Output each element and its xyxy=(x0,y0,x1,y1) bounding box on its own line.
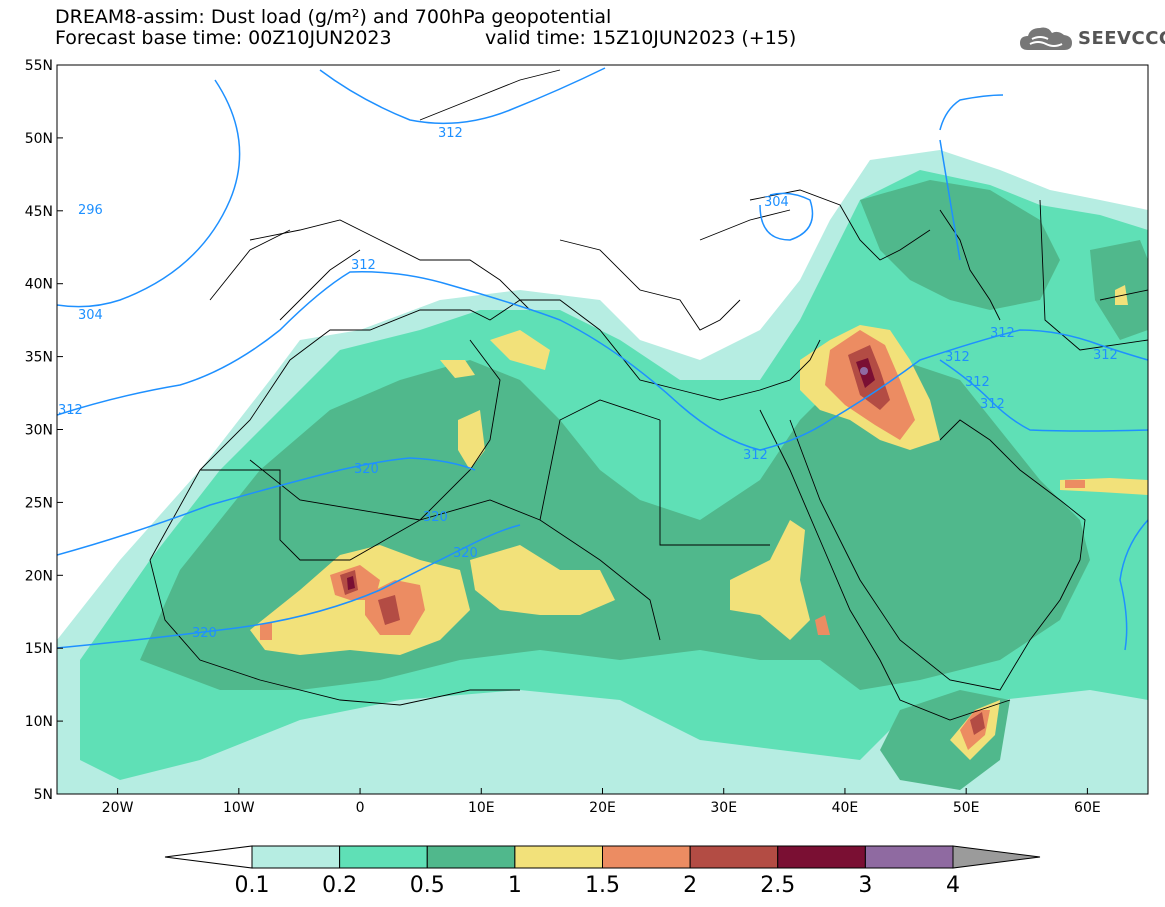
logo-text: SEEVCCC xyxy=(1078,28,1165,49)
lat-tick-label: 45N xyxy=(25,204,53,220)
lat-tick-label: 15N xyxy=(25,641,53,657)
lat-tick-label: 55N xyxy=(25,58,53,74)
cloud-icon xyxy=(1020,27,1072,50)
contour-label: 312 xyxy=(1093,348,1118,363)
dust-map: 312 296 304 312 304 312 320 320 320 320 … xyxy=(25,58,1149,816)
colorbar-swatch xyxy=(426,845,516,869)
contour-label: 320 xyxy=(192,626,217,641)
lon-tick-label: 50E xyxy=(953,800,980,816)
lat-tick-label: 50N xyxy=(25,131,53,147)
contour-labels: 312 296 304 312 304 312 320 320 320 320 … xyxy=(58,126,1118,641)
contour-label: 304 xyxy=(764,195,789,210)
lon-tick-label: 20W xyxy=(102,800,134,816)
contour-label: 296 xyxy=(78,203,103,218)
lat-tick-label: 35N xyxy=(25,350,53,366)
lon-tick-label: 10E xyxy=(468,800,495,816)
colorbar-swatch xyxy=(689,845,779,869)
lat-tick-label: 40N xyxy=(25,277,53,293)
colorbar-swatch xyxy=(514,845,603,869)
colorbar-level-label: 0.1 xyxy=(234,873,270,898)
colorbar-swatch xyxy=(777,845,866,869)
colorbar-level-label: 1.5 xyxy=(585,873,620,898)
contour-label: 312 xyxy=(980,397,1005,412)
colorbar-level-label: 1 xyxy=(507,873,522,898)
contour-label: 312 xyxy=(743,448,768,463)
colorbar-level-label: 0.2 xyxy=(322,873,358,898)
map-subtitle: Forecast base time: 00Z10JUN2023 valid ti… xyxy=(55,27,796,49)
colorbar-swatch xyxy=(602,845,691,869)
lon-tick-label: 30E xyxy=(710,800,737,816)
lon-tick-label: 20E xyxy=(589,800,616,816)
lon-tick-label: 10W xyxy=(223,800,255,816)
base-time: Forecast base time: 00Z10JUN2023 xyxy=(55,27,392,49)
lon-tick-label: 60E xyxy=(1074,800,1101,816)
colorbar-low-arrow xyxy=(164,845,253,869)
colorbar-swatch xyxy=(864,845,954,869)
contour-label: 312 xyxy=(965,375,990,390)
lon-tick-label: 40E xyxy=(832,800,859,816)
contour-label: 312 xyxy=(351,258,376,273)
colorbar-swatch xyxy=(251,845,341,869)
colorbar-level-label: 2 xyxy=(683,873,698,898)
valid-time: valid time: 15Z10JUN2023 (+15) xyxy=(485,27,797,49)
colorbar-level-label: 0.5 xyxy=(409,873,445,898)
contour-label: 312 xyxy=(990,326,1015,341)
coastlines xyxy=(149,69,1148,721)
contour-label: 312 xyxy=(58,403,83,418)
colorbar-high-arrow xyxy=(952,845,1041,869)
lat-tick-label: 10N xyxy=(25,714,53,730)
contour-label: 312 xyxy=(945,350,970,365)
lat-tick-label: 20N xyxy=(25,568,53,584)
contour-label: 312 xyxy=(438,126,463,141)
geopotential-contours xyxy=(57,67,1148,651)
lat-tick-label: 5N xyxy=(34,787,53,803)
lat-tick-label: 25N xyxy=(25,495,53,511)
lon-tick-label: 0 xyxy=(356,800,365,816)
map-title: DREAM8-assim: Dust load (g/m²) and 700hP… xyxy=(55,6,612,28)
longitude-axis: 20W 10W 0 10E 20E 30E 40E 50E 60E xyxy=(102,788,1101,816)
latitude-axis: 55N 50N 45N 40N 35N 30N 25N 20N 15N 10N 5N xyxy=(25,58,63,803)
colorbar-level-label: 2.5 xyxy=(760,873,796,898)
contour-label: 320 xyxy=(423,510,448,525)
contour-label: 320 xyxy=(453,546,478,561)
seevccc-logo: SEEVCCC xyxy=(1018,22,1165,62)
colorbar-swatch xyxy=(339,845,428,869)
contour-label: 304 xyxy=(78,308,103,323)
colorbar-level-label: 3 xyxy=(858,873,873,898)
colorbar-level-label: 4 xyxy=(946,873,960,898)
dust-field xyxy=(57,150,1148,794)
contour-label: 320 xyxy=(354,462,379,477)
lat-tick-label: 30N xyxy=(25,423,53,439)
